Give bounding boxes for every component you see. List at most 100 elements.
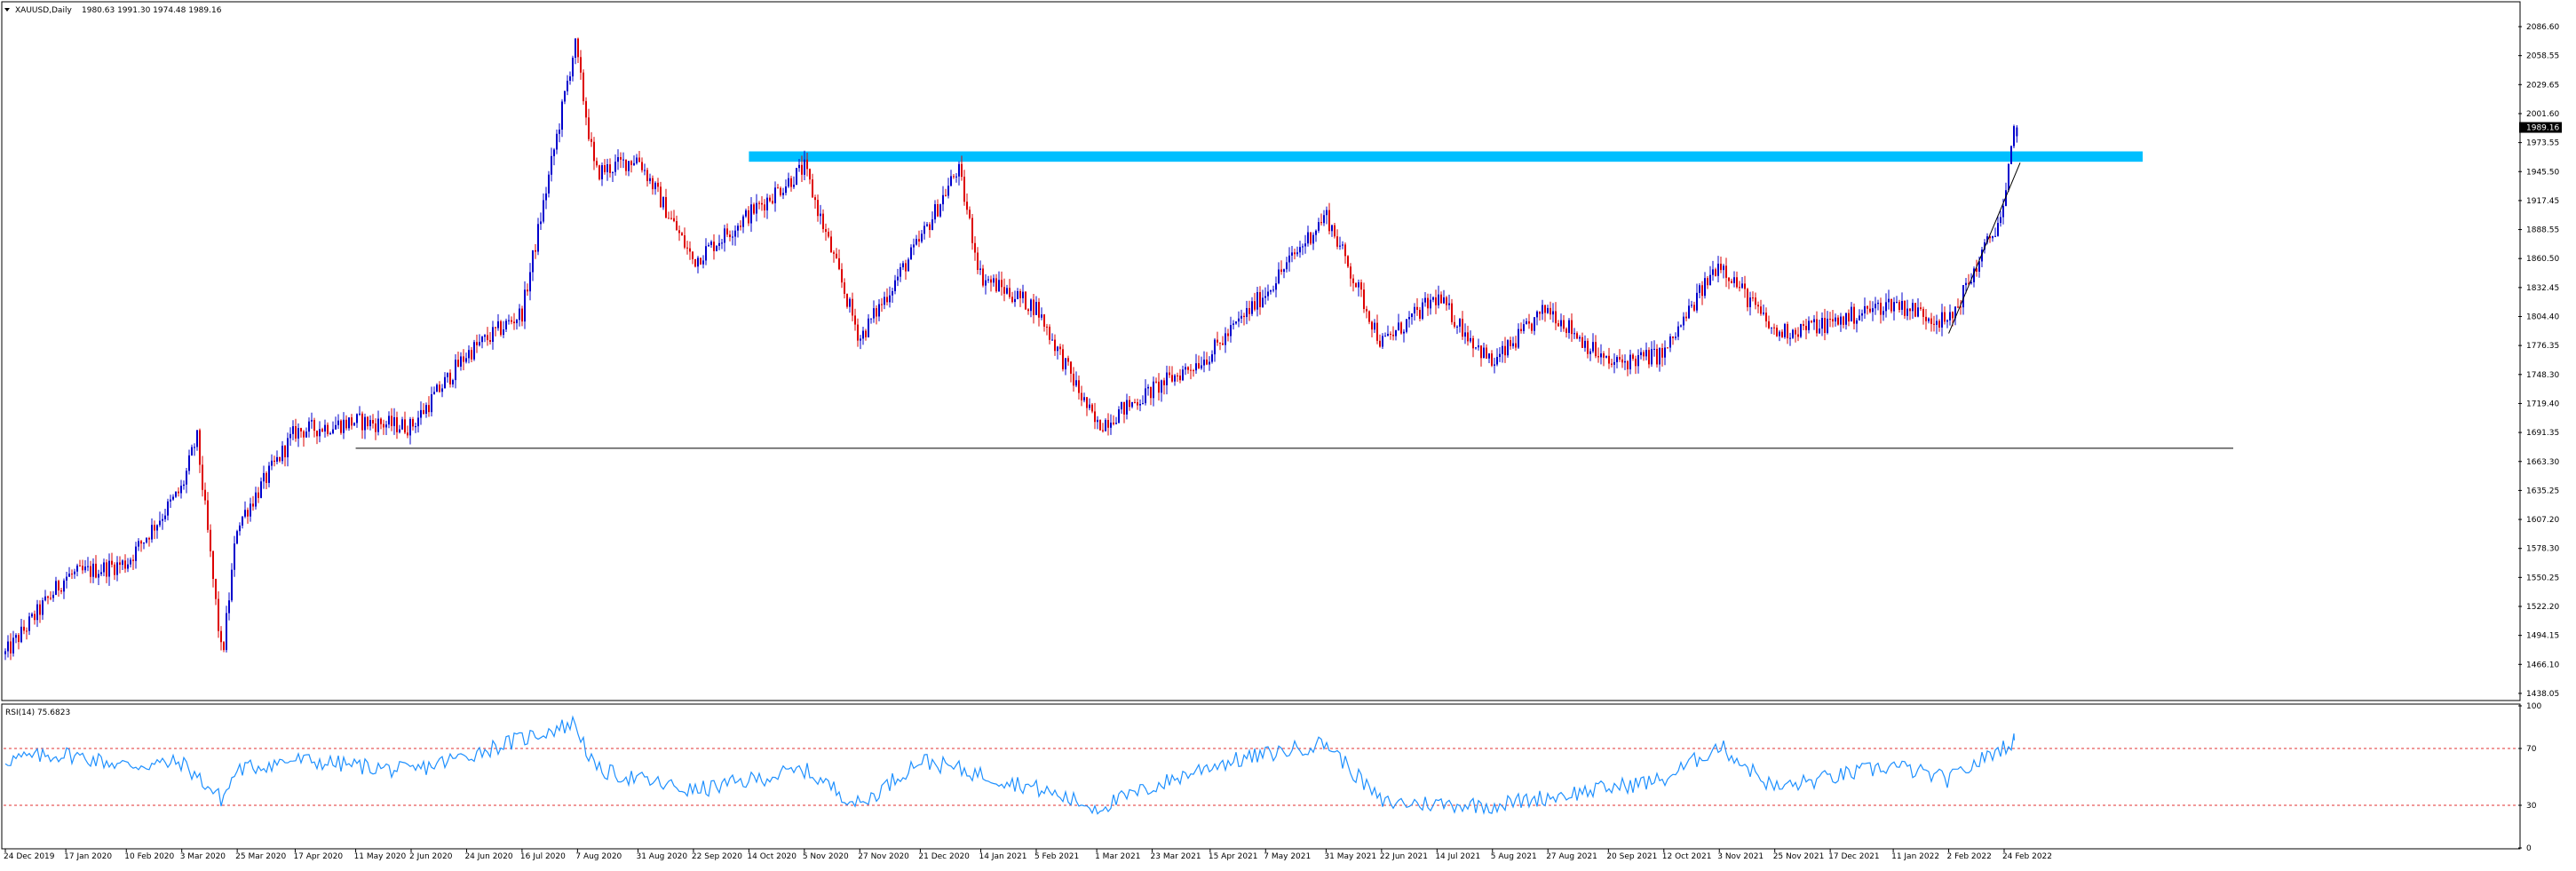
- candle-bull: [756, 202, 757, 214]
- candle-bear: [1829, 318, 1831, 320]
- candle-bear: [905, 263, 907, 272]
- candle-bull: [902, 263, 904, 268]
- candle-bear: [1222, 343, 1224, 345]
- candle-bear: [1925, 316, 1927, 321]
- candle-bear: [1254, 301, 1256, 310]
- candle-bull: [796, 168, 797, 185]
- candle-bear: [857, 324, 859, 341]
- candle-bear: [969, 210, 971, 218]
- candle-bear: [1595, 342, 1597, 357]
- candle-bull: [1246, 307, 1248, 318]
- candle-bear: [1137, 402, 1138, 406]
- candle-bear: [361, 413, 363, 431]
- candle-bull: [1779, 331, 1780, 337]
- candle-bull: [1153, 381, 1154, 399]
- candle-bull: [431, 394, 432, 413]
- candle-bear: [1003, 287, 1005, 294]
- candle-bear: [1648, 350, 1650, 365]
- candle-bear: [846, 293, 848, 307]
- candle-bull: [503, 329, 504, 336]
- candle-bear: [1347, 256, 1349, 267]
- chevron-down-icon[interactable]: [4, 8, 10, 12]
- date-tick-label: 11 May 2020: [354, 852, 407, 861]
- price-tick-label: 1438.05: [2526, 690, 2559, 699]
- candle-bear: [929, 224, 931, 230]
- candle-bull: [1579, 337, 1581, 339]
- candle-bull: [718, 242, 720, 246]
- candle-bear: [351, 417, 353, 426]
- candle-bull: [1304, 243, 1306, 247]
- candle-bull: [987, 279, 989, 281]
- candle-bull: [1041, 314, 1042, 318]
- candle-bull: [1307, 232, 1309, 244]
- candle-bear: [1920, 307, 1922, 309]
- candle-bear: [1054, 339, 1056, 352]
- resistance-zone[interactable]: [749, 151, 2144, 162]
- candle-bear: [1248, 307, 1250, 314]
- date-tick-label: 27 Nov 2020: [858, 852, 909, 861]
- candle-bear: [1129, 400, 1130, 408]
- candle-bull: [135, 546, 137, 561]
- candle-bull: [1835, 317, 1836, 322]
- candle-bull: [356, 414, 358, 424]
- candle-bear: [132, 559, 134, 561]
- candle-bull: [465, 358, 467, 362]
- candle-bear: [535, 249, 536, 252]
- candle-bear: [1715, 269, 1716, 276]
- candle-bull: [66, 576, 67, 581]
- candle-bear: [1765, 313, 1767, 321]
- rsi-panel-frame: [1, 703, 2521, 850]
- candle-bear: [1720, 263, 1722, 271]
- candle-bear: [620, 156, 622, 160]
- candle-bear: [1480, 345, 1482, 359]
- candle-bear: [1049, 326, 1050, 340]
- trendline[interactable]: [1948, 162, 2021, 334]
- candle-bear: [1976, 268, 1978, 272]
- candle-bear: [1067, 358, 1069, 362]
- candle-bull: [297, 428, 299, 439]
- candle-bull: [1422, 302, 1423, 319]
- candle-bull: [1494, 364, 1495, 366]
- candle-bull: [479, 342, 480, 345]
- candle-bull: [862, 330, 864, 339]
- candle-bear: [961, 163, 963, 178]
- candle-bull: [1712, 269, 1714, 275]
- candle-bear: [814, 197, 816, 201]
- candle-bull: [505, 321, 507, 330]
- rsi-line: [4, 715, 2015, 815]
- candle-bear: [918, 239, 920, 242]
- candle-bull: [436, 384, 438, 392]
- candle-bull: [1203, 359, 1205, 366]
- candle-bull: [468, 350, 470, 359]
- candle-bear: [1219, 342, 1221, 344]
- candle-bear: [1776, 328, 1778, 337]
- candle-bull: [1161, 380, 1162, 393]
- candle-bull: [556, 133, 558, 150]
- candle-bear: [1227, 333, 1229, 337]
- candle-bear: [638, 157, 640, 162]
- candle-bull: [441, 388, 443, 392]
- candle-bull: [348, 417, 350, 429]
- candle-bear: [1938, 321, 1940, 328]
- candle-bear: [1435, 297, 1437, 305]
- candle-bull: [915, 239, 917, 245]
- candle-bull: [793, 184, 795, 187]
- candle-bear: [1091, 404, 1093, 412]
- candle-bull: [164, 515, 166, 519]
- candle-bear: [372, 420, 374, 424]
- candle-bull: [4, 651, 6, 654]
- candle-bull: [1994, 235, 1996, 237]
- candle-bull: [175, 491, 177, 497]
- candle-bear: [1824, 318, 1826, 333]
- candle-bull: [1696, 292, 1698, 311]
- candle-bull: [1483, 347, 1485, 359]
- candle-bull: [271, 460, 273, 466]
- candle-bull: [1147, 386, 1149, 389]
- date-tick-label: 14 Oct 2020: [747, 852, 797, 861]
- candle-bull: [1291, 252, 1293, 256]
- candle-bull: [337, 420, 339, 425]
- candle-bear: [1520, 329, 1522, 331]
- candle-bull: [167, 501, 169, 516]
- candle-bear: [527, 289, 528, 292]
